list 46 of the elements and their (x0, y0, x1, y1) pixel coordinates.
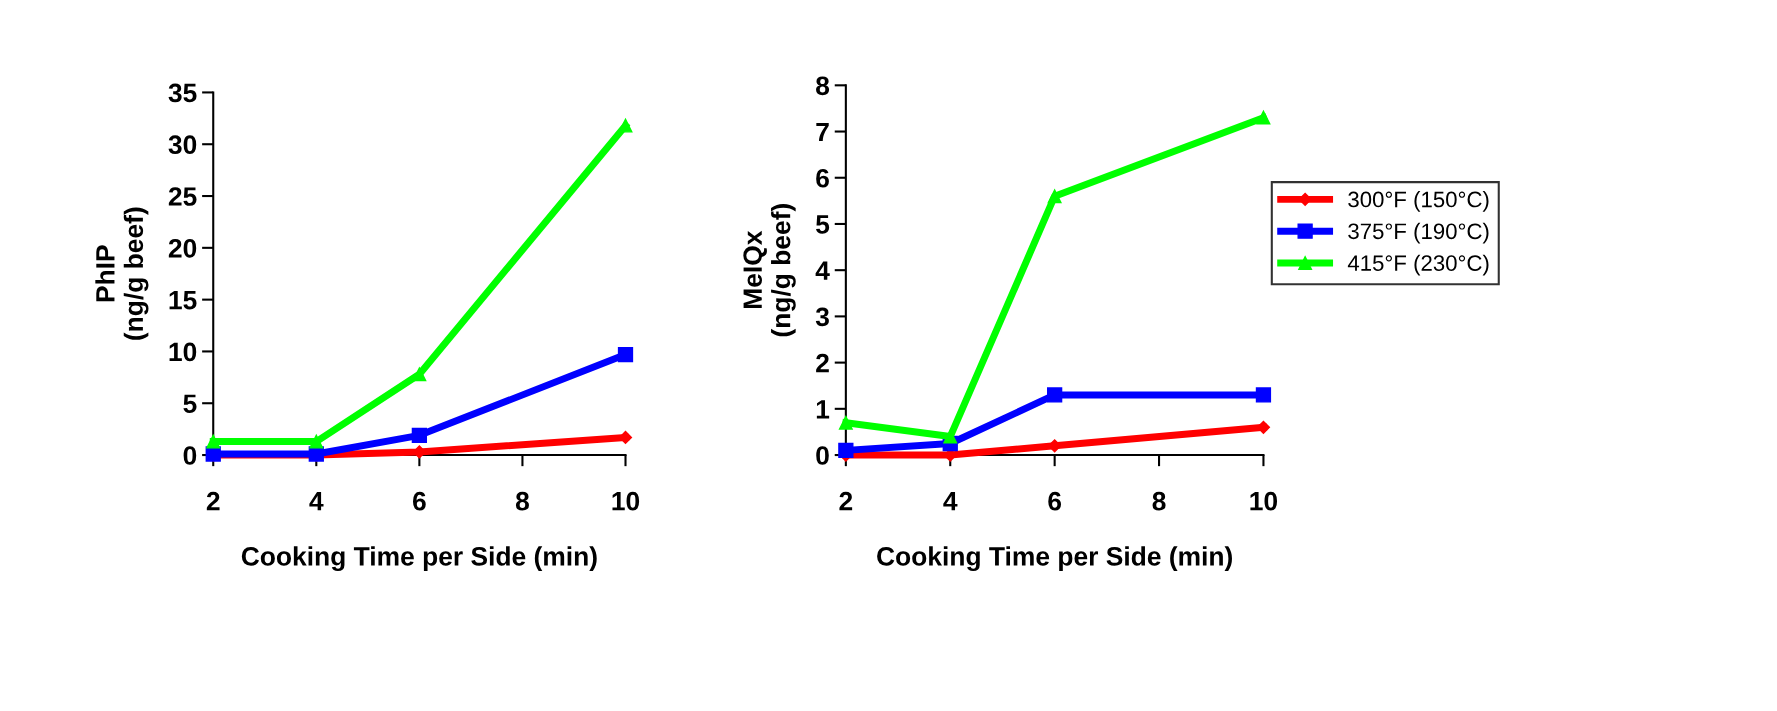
point (1255, 387, 1272, 403)
point (943, 429, 958, 444)
point (1256, 110, 1271, 125)
y-tick-label: 0 (816, 446, 829, 465)
x-tick-label: 2 (839, 491, 853, 511)
y-tick-label: 5 (183, 394, 197, 414)
x-tick-label: 6 (413, 491, 426, 511)
legend-label: 300°F (150°C) (1348, 191, 1489, 212)
y-tick-label: 15 (169, 291, 197, 310)
x-tick-label: 10 (1250, 491, 1278, 511)
point (838, 442, 854, 459)
point (1047, 387, 1063, 403)
x-tick-label: 2 (206, 491, 220, 511)
point (617, 346, 634, 363)
y-tick-label: 8 (816, 76, 830, 96)
y-tick-label: 1 (816, 400, 830, 419)
x-tick-label: 4 (309, 492, 324, 511)
y-tick-label: 5 (816, 215, 830, 234)
legend-label: 375°F (190°C) (1348, 222, 1489, 244)
x-axis-title: Cooking Time per Side (min) (877, 546, 1232, 572)
y-tick-label: 6 (816, 168, 829, 188)
y-tick-label: 25 (168, 187, 197, 206)
point (411, 427, 428, 443)
y-tick-label: 30 (168, 135, 197, 155)
x-tick-label: 8 (515, 491, 529, 511)
y-tick-label: 3 (815, 307, 829, 327)
y-tick-label: 4 (815, 261, 830, 280)
y-tick-label: 20 (168, 238, 197, 258)
x-tick-label: 4 (943, 492, 958, 511)
x-tick-label: 6 (1048, 491, 1062, 511)
x-tick-label: 10 (612, 491, 640, 511)
point (1047, 189, 1062, 204)
x-tick-label: 8 (1152, 491, 1166, 511)
point (838, 415, 853, 430)
legend-label: 415°F (230°C) (1347, 254, 1489, 276)
y-tick-label: 10 (169, 342, 197, 362)
point (412, 367, 427, 382)
y-axis-title: PhIP (ng/g beef) (95, 207, 149, 340)
y-tick-label: 7 (816, 122, 829, 142)
point (309, 434, 324, 449)
y-tick-label: 35 (168, 83, 197, 103)
y-tick-label: 2 (816, 353, 829, 373)
point (206, 434, 221, 449)
y-tick-label: 0 (183, 446, 197, 465)
y-axis-title: MeIQx (ng/g beef) (743, 204, 796, 337)
x-axis-title: Cooking Time per Side (min) (241, 546, 597, 572)
